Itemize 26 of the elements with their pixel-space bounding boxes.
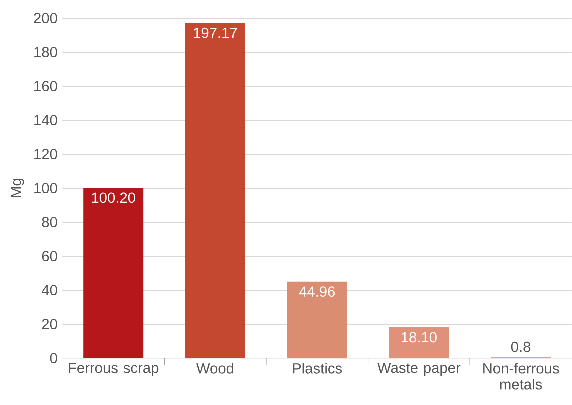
bar [185,23,246,358]
data-label: 0.8 [511,342,531,352]
y-axis-title: Mg [11,179,24,198]
y-tick-label: 40 [42,285,58,296]
y-tick-label: 100 [34,183,58,194]
y-tick-label: 120 [34,149,58,160]
bar [84,188,144,358]
bar [287,282,348,358]
y-tick-label: 180 [34,47,58,58]
data-label: 18.10 [402,332,437,343]
data-label: 44.96 [299,286,336,297]
data-label: 100.20 [92,192,136,204]
y-tick-label: 160 [34,81,58,92]
data-label: 197.17 [194,28,238,38]
bar [389,328,450,358]
x-tick-label: Non-ferrous metals [484,363,560,390]
y-tick-label: 60 [42,251,58,262]
x-tick-label: Waste paper [378,363,461,376]
x-tick-label: Wood [196,363,234,374]
x-tick-label: Plastics [293,363,342,374]
x-tick-label: Ferrous scrap [69,363,159,376]
y-tick-label: 200 [34,13,58,24]
y-tick-label: 0 [50,353,58,364]
y-tick-label: 140 [34,115,58,126]
y-tick-label: 20 [42,319,58,330]
y-tick-label: 80 [42,217,58,228]
